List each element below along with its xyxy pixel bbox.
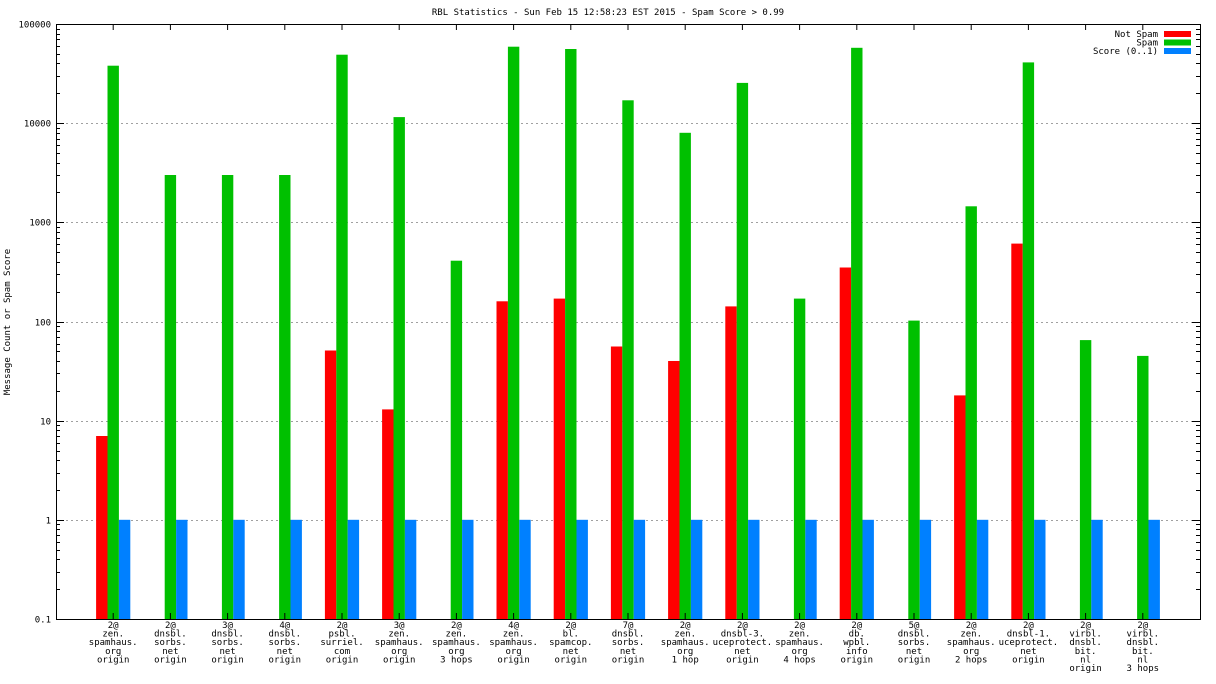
y-tick-label: 1000 xyxy=(29,219,51,229)
x-category-label: 2@ dnsbl-3. uceprotect. net origin xyxy=(713,621,773,665)
legend-swatch-score xyxy=(1164,48,1191,54)
bar-score xyxy=(118,519,131,619)
bar-spam xyxy=(965,206,977,620)
bar-not-spam xyxy=(610,346,623,619)
x-category-label: 4@ dnsbl. sorbs. net origin xyxy=(269,621,302,665)
x-category-label: 2@ db. wpbl. info origin xyxy=(841,621,874,665)
bar-not-spam xyxy=(668,361,680,619)
bar-score xyxy=(1034,519,1046,619)
bar-score xyxy=(519,519,531,619)
x-category-label: 2@ dnsbl. sorbs. net origin xyxy=(154,621,187,665)
bar-score xyxy=(1148,519,1160,619)
x-category-label: 2@ dnsbl-1. uceprotect. net origin xyxy=(999,621,1059,665)
bar-spam xyxy=(221,175,234,619)
bar-score xyxy=(976,519,989,619)
bar-score xyxy=(233,519,245,619)
bar-not-spam xyxy=(553,298,566,619)
x-category-label: 2@ virbl. dnsbl. bit. nl 3 hops xyxy=(1127,621,1160,674)
bar-score xyxy=(862,519,874,619)
bar-spam xyxy=(793,298,806,619)
x-category-labels: 2@ zen. spamhaus. org origin 2@ dnsbl. sorbs. ne… xyxy=(89,621,1159,674)
bar-not-spam xyxy=(725,306,737,619)
x-category-label: 2@ zen. spamhaus. org 3 hops xyxy=(432,621,481,665)
x-category-label: 3@ dnsbl. sorbs. net origin xyxy=(211,621,244,665)
bar-spam xyxy=(851,47,863,620)
bar-score xyxy=(633,519,646,619)
bar-spam xyxy=(565,49,577,619)
bar-spam xyxy=(1079,340,1092,619)
chart-title: RBL Statistics - Sun Feb 15 12:58:23 EST… xyxy=(432,8,784,18)
bar-not-spam xyxy=(496,301,508,619)
bar-score xyxy=(805,519,817,619)
bar-score xyxy=(462,519,474,619)
x-category-label: 2@ zen. spamhaus. org origin xyxy=(89,621,138,665)
bar-spam xyxy=(679,132,691,620)
bar-score xyxy=(347,519,360,619)
x-category-label: 2@ bl. spamcop. net origin xyxy=(549,621,592,665)
bar-score xyxy=(1091,519,1103,619)
x-category-label: 3@ zen. spamhaus. org origin xyxy=(375,621,424,665)
bar-spam xyxy=(1137,355,1149,619)
y-tick-label: 0.1 xyxy=(35,616,51,626)
bar-spam xyxy=(736,82,749,619)
y-tick-label: 10000 xyxy=(24,120,51,130)
x-category-label: 2@ zen. spamhaus. org 4 hops xyxy=(775,621,824,665)
legend-label-spam: Spam xyxy=(1136,39,1158,49)
bar-not-spam xyxy=(839,267,852,619)
y-tick-label: 10 xyxy=(40,418,51,428)
x-category-label: 7@ dnsbl. sorbs. net origin xyxy=(612,621,645,665)
bar-not-spam xyxy=(954,395,966,619)
bars xyxy=(96,46,1160,620)
axis-ticks: 0.1 1 10 100 1000 10000 100000 xyxy=(18,21,1200,626)
x-category-label: 2@ zen. spamhaus. org 1 hop xyxy=(661,621,710,665)
bar-not-spam xyxy=(324,350,337,619)
x-category-label: 2@ psbl. surriel. com origin xyxy=(320,621,363,665)
bar-spam xyxy=(507,46,520,619)
y-tick-label: 1 xyxy=(46,517,51,527)
bar-not-spam xyxy=(1011,243,1023,619)
bar-spam xyxy=(622,100,634,620)
legend-swatch-not-spam xyxy=(1164,31,1191,37)
bar-spam xyxy=(393,117,405,619)
x-category-label: 2@ zen. spamhaus. org 2 hops xyxy=(947,621,996,665)
x-category-label: 2@ virbl. dnsbl. bit. nl origin xyxy=(1069,621,1102,674)
x-category-label: 5@ dnsbl. sorbs. net origin xyxy=(898,621,931,665)
bar-score xyxy=(919,519,932,619)
bar-score xyxy=(290,519,302,619)
bar-spam xyxy=(279,175,291,619)
bar-score xyxy=(748,519,760,619)
bar-spam xyxy=(1022,62,1035,619)
bar-spam xyxy=(164,175,177,619)
bar-score xyxy=(176,519,188,619)
bar-score xyxy=(690,519,703,619)
y-tick-label: 100 xyxy=(35,319,51,329)
bar-spam xyxy=(908,320,920,619)
bar-spam xyxy=(336,54,348,619)
legend-label-score: Score (0..1) xyxy=(1093,47,1158,57)
legend-swatch-spam xyxy=(1164,39,1191,46)
legend-label-not-spam: Not Spam xyxy=(1115,30,1158,40)
x-category-label: 4@ zen. spamhaus. org origin xyxy=(489,621,538,665)
bar-score xyxy=(576,519,588,619)
bar-score xyxy=(404,519,417,619)
bar-spam xyxy=(107,65,119,619)
bar-not-spam xyxy=(96,436,108,619)
bar-spam xyxy=(450,260,463,619)
bar-not-spam xyxy=(382,409,394,619)
y-tick-label: 100000 xyxy=(18,21,51,31)
y-axis-label: Message Count or Spam Score xyxy=(3,249,13,395)
